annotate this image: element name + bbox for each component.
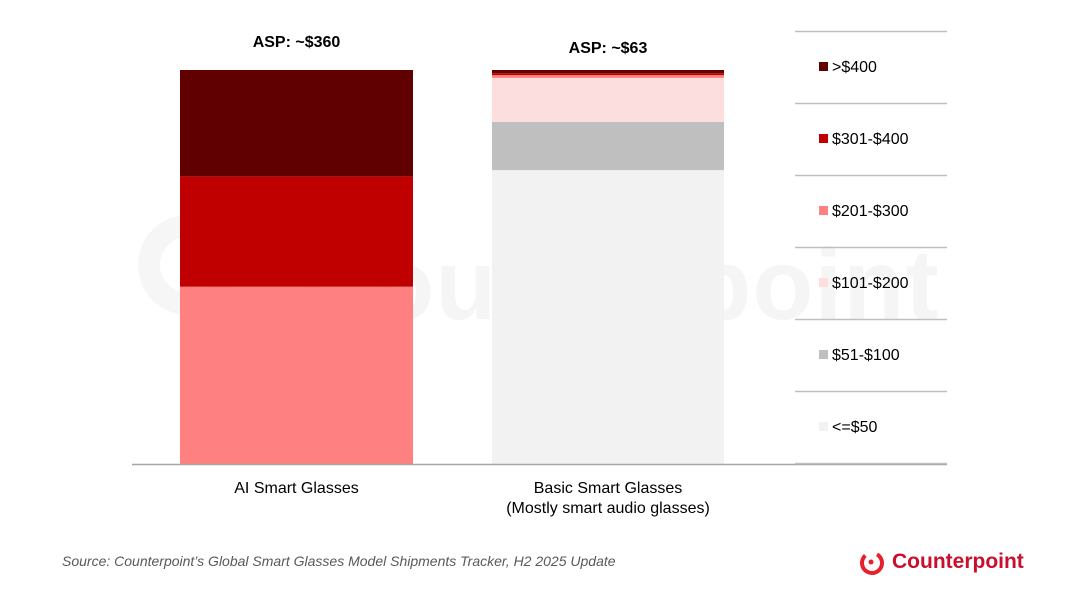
category-label: AI Smart Glasses: [234, 480, 358, 497]
bar-segment: [492, 70, 724, 74]
legend-label: $301-$400: [832, 131, 909, 148]
brand-logo: Counterpoint: [858, 548, 1024, 576]
bar-segment: [492, 122, 724, 171]
legend-swatch: [819, 134, 828, 143]
legend-swatch: [819, 62, 828, 71]
counterpoint-logo-icon: [860, 551, 884, 575]
bar-segment: [180, 70, 413, 177]
legend-swatch: [819, 422, 828, 431]
category-label: Basic Smart Glasses: [534, 480, 682, 497]
bar-segment: [180, 176, 413, 287]
source-note: Source: Counterpoint’s Global Smart Glas…: [62, 553, 616, 569]
legend-label: $201-$300: [832, 203, 909, 220]
bar-segment: [492, 73, 724, 76]
legend-swatch: [819, 206, 828, 215]
legend-label: $101-$200: [832, 275, 909, 292]
brand-name: Counterpoint: [892, 550, 1024, 573]
legend-label: >$400: [832, 59, 877, 76]
bar-segment: [492, 77, 724, 123]
legend-swatch: [819, 350, 828, 359]
bar-segment: [492, 170, 724, 465]
bar-segment: [180, 286, 413, 464]
legend-label: $51-$100: [832, 347, 900, 364]
asp-annotation: ASP: ~$63: [569, 40, 648, 57]
asp-annotation: ASP: ~$360: [253, 34, 341, 51]
bar-segment: [492, 75, 724, 78]
legend-label: <=$50: [832, 419, 877, 436]
legend-swatch: [819, 278, 828, 287]
category-label: (Mostly smart audio glasses): [506, 500, 710, 517]
